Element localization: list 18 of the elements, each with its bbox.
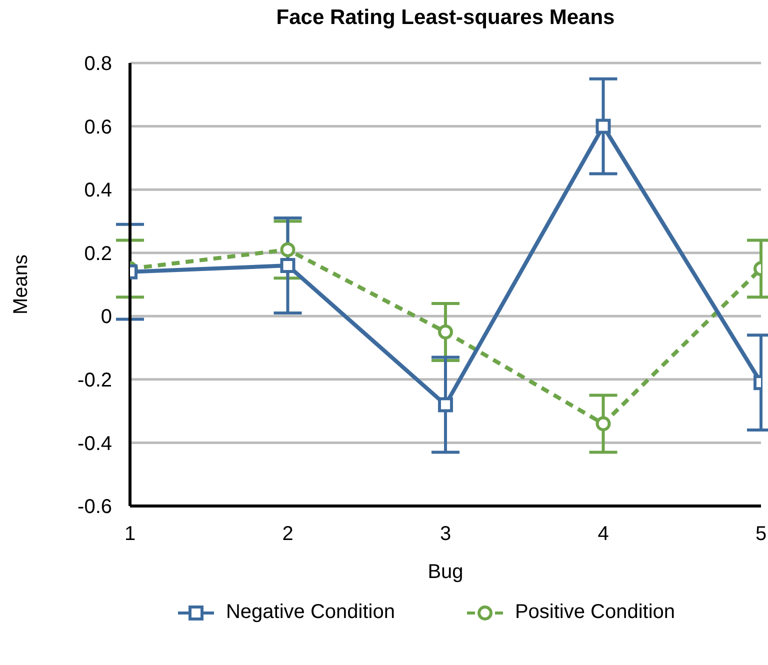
y-tick-label: 0: [100, 306, 112, 328]
x-tick-label: 4: [598, 523, 609, 546]
y-tick-label: -0.6: [78, 496, 112, 518]
chart-title: Face Rating Least-squares Means: [275, 6, 616, 30]
x-axis-title: Bug: [428, 561, 464, 584]
legend-label: Positive Condition: [514, 601, 676, 624]
y-tick-label: -0.4: [78, 432, 112, 455]
y-tick-label: 0.4: [84, 180, 112, 202]
y-axis-title: Means: [10, 254, 32, 315]
y-tick-label: 0.2: [84, 242, 112, 265]
x-tick-label: 3: [440, 523, 452, 546]
y-tick-label: -0.2: [78, 370, 112, 392]
x-tick-label: 1: [124, 523, 136, 546]
y-tick-label: 0.6: [84, 116, 112, 138]
x-tick-label: 5: [755, 523, 767, 546]
y-tick-label: 0.8: [84, 53, 112, 76]
legend-label: Negative Condition: [226, 601, 395, 624]
x-tick-label: 2: [282, 523, 294, 546]
